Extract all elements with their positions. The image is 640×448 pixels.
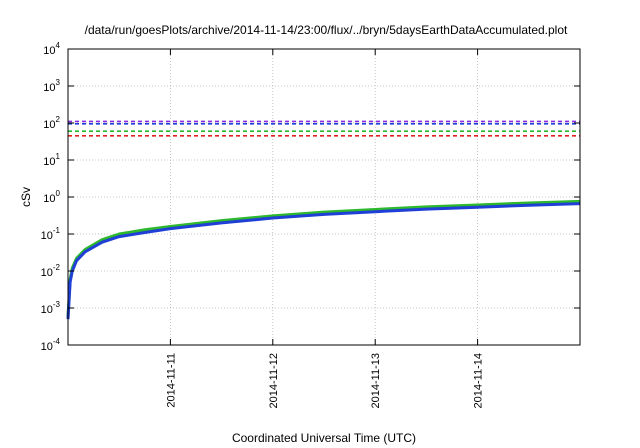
y-tick-exponent: -2: [53, 263, 61, 272]
x-tick-label: 2014-11-11: [165, 353, 177, 408]
y-tick-base: 10: [41, 230, 53, 242]
y-tick-label: 10-4: [41, 337, 61, 353]
y-tick-exponent: -4: [53, 337, 61, 346]
x-axis-label: Coordinated Universal Time (UTC): [232, 431, 416, 445]
y-tick-exponent: 2: [56, 115, 61, 124]
y-tick-label: 101: [43, 152, 60, 168]
x-axis: 2014-11-11 2014-11-12 2014-11-13 2014-11-14: [165, 49, 485, 408]
y-tick-base: 10: [43, 119, 55, 131]
x-tick-label: 2014-11-14: [473, 353, 485, 408]
y-tick-base: 10: [43, 82, 55, 94]
y-tick-label: 10-3: [41, 300, 61, 316]
grid: [68, 49, 580, 345]
y-tick-exponent: -3: [53, 300, 61, 309]
y-tick-label: 102: [43, 115, 60, 131]
series-1-line: [66, 199, 581, 317]
y-tick-base: 10: [41, 304, 53, 316]
y-tick-label: 104: [43, 41, 60, 57]
y-tick-exponent: -1: [53, 226, 61, 235]
y-tick-base: 10: [43, 193, 55, 205]
y-tick-base: 10: [41, 267, 53, 279]
y-tick-label: 103: [43, 78, 60, 94]
chart-title: /data/run/goesPlots/archive/2014-11-14/2…: [85, 23, 568, 37]
y-tick-base: 10: [43, 156, 55, 168]
y-axis-label: cSv: [19, 187, 33, 207]
series-2-line: [66, 202, 581, 320]
y-tick-label: 10-1: [41, 226, 61, 242]
y-tick-base: 10: [43, 45, 55, 57]
y-tick-base: 10: [41, 341, 53, 353]
y-tick-label: 100: [43, 189, 60, 205]
y-tick-label: 10-2: [41, 263, 61, 279]
x-tick-label: 2014-11-13: [370, 353, 382, 408]
x-tick-label: 2014-11-12: [268, 353, 280, 408]
y-tick-exponent: 0: [56, 189, 61, 198]
y-tick-exponent: 3: [56, 78, 61, 87]
y-tick-exponent: 4: [56, 41, 61, 50]
series-layer: [66, 120, 581, 320]
y-tick-exponent: 1: [56, 152, 61, 161]
